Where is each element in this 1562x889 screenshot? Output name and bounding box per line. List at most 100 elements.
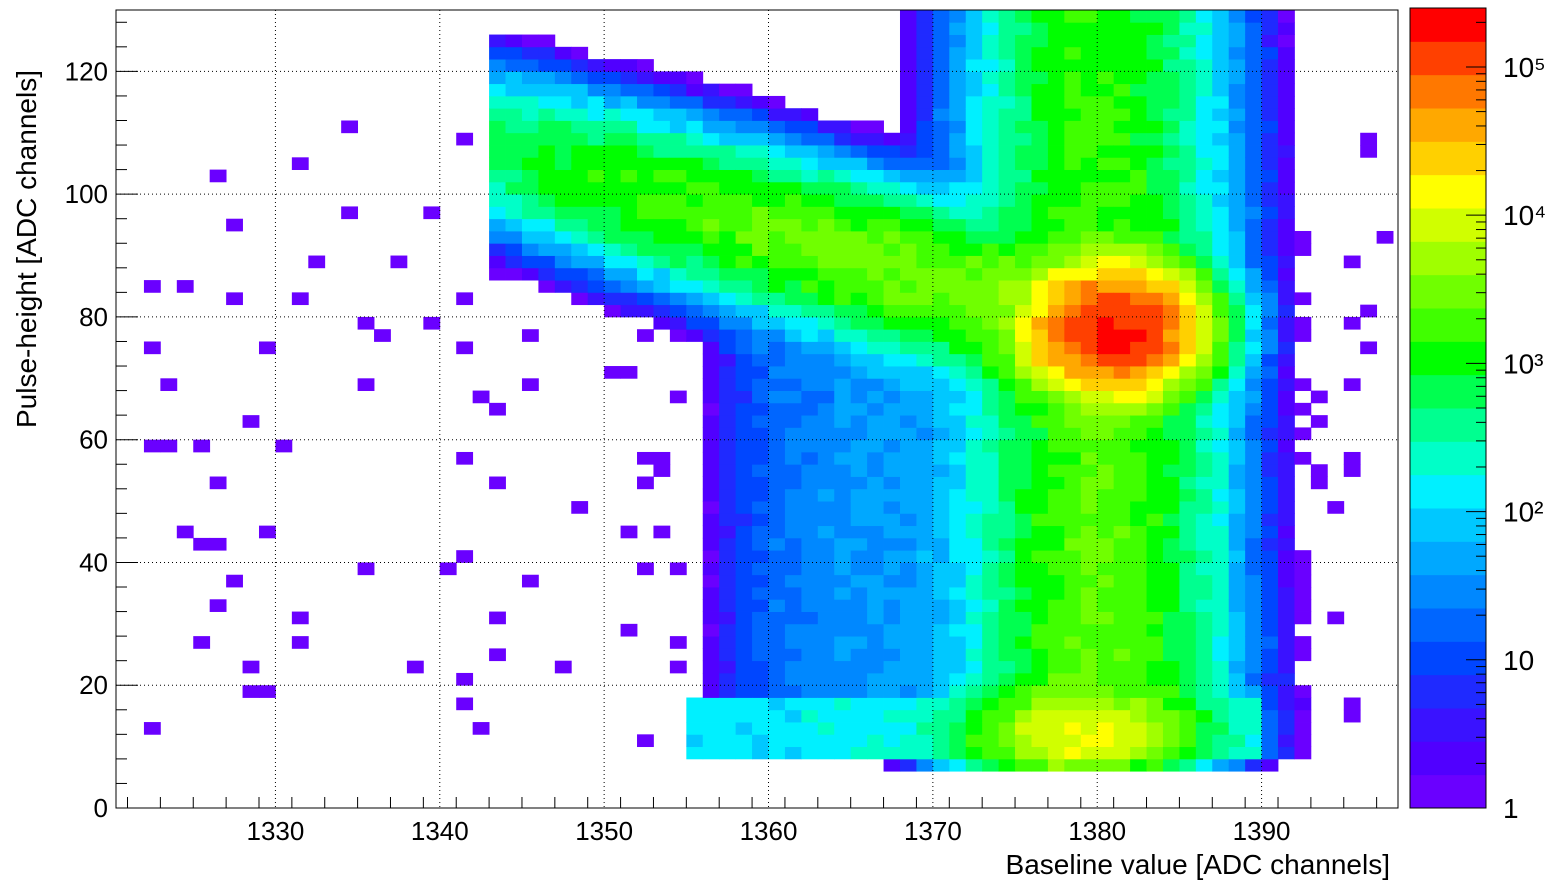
heatmap-cell (1064, 46, 1082, 60)
heatmap-cell (998, 660, 1016, 674)
heatmap-cell (1097, 415, 1115, 428)
heatmap-cell (1097, 71, 1115, 85)
heatmap-cell (801, 464, 819, 477)
heatmap-cell (702, 108, 720, 121)
heatmap-cell (702, 672, 720, 686)
heatmap-cell (1245, 304, 1262, 318)
heatmap-cell (637, 734, 654, 748)
heatmap-cell (998, 587, 1016, 600)
heatmap-cell (1228, 230, 1246, 244)
heatmap-cell (1278, 439, 1295, 453)
heatmap-cell (702, 451, 720, 465)
heatmap-cell (850, 427, 868, 441)
heatmap-cell (1015, 83, 1032, 97)
heatmap-cell (1228, 329, 1246, 342)
heatmap-cell (1360, 304, 1378, 318)
heatmap-cell (817, 562, 835, 576)
heatmap-cell (916, 34, 934, 48)
heatmap-cell (965, 71, 983, 85)
heatmap-cell (784, 366, 802, 379)
heatmap-cell (571, 230, 589, 244)
heatmap-cell (456, 672, 474, 686)
heatmap-cell (1261, 722, 1279, 735)
heatmap-cell (1261, 34, 1279, 48)
heatmap-cell (817, 599, 835, 612)
heatmap-cell (1031, 280, 1049, 293)
heatmap-cell (1047, 587, 1065, 600)
heatmap-cell (965, 476, 983, 490)
heatmap-cell (883, 206, 901, 220)
heatmap-cell (1212, 157, 1230, 170)
heatmap-cell (982, 402, 1000, 416)
heatmap-cell (505, 255, 523, 269)
heatmap-cell (1031, 267, 1049, 281)
heatmap-cell (1245, 660, 1262, 674)
heatmap-cell (932, 685, 950, 698)
heatmap-cell (620, 157, 638, 170)
heatmap-cell (784, 108, 802, 121)
heatmap-cell (1195, 95, 1213, 109)
heatmap-cell (768, 525, 786, 539)
heatmap-cell (1097, 427, 1115, 441)
heatmap-cell (735, 672, 753, 686)
heatmap-cell (932, 22, 950, 35)
heatmap-cell (1113, 525, 1131, 539)
heatmap-cell (1162, 366, 1180, 379)
heatmap-cell (949, 599, 967, 612)
heatmap-cell (1179, 476, 1197, 490)
heatmap-cell (932, 390, 950, 404)
heatmap-cell (916, 599, 934, 612)
heatmap-cell (1278, 341, 1295, 355)
heatmap-cell (899, 255, 917, 269)
heatmap-cell (850, 501, 868, 514)
heatmap-cell (982, 353, 1000, 367)
heatmap-cell (669, 169, 687, 183)
heatmap-cell (801, 451, 819, 465)
heatmap-cell (834, 525, 852, 539)
heatmap-cell (998, 488, 1016, 502)
heatmap-cell (571, 132, 589, 146)
heatmap-cell (308, 255, 326, 269)
heatmap-cell (784, 353, 802, 367)
heatmap-cell (932, 341, 950, 355)
heatmap-cell (1130, 758, 1147, 772)
heatmap-cell (834, 513, 852, 527)
heatmap-cell (850, 599, 868, 612)
heatmap-cell (1179, 59, 1197, 72)
palette-tick-label: 1 (1503, 793, 1519, 824)
heatmap-cell (456, 132, 474, 146)
heatmap-cell (752, 145, 769, 158)
heatmap-cell (1097, 108, 1115, 121)
heatmap-cell (1179, 218, 1197, 232)
palette-swatch (1410, 241, 1486, 276)
heatmap-cell (1031, 623, 1049, 637)
heatmap-cell (752, 574, 769, 588)
heatmap-cell (1179, 562, 1197, 576)
heatmap-cell (982, 476, 1000, 490)
heatmap-cell (1179, 611, 1197, 625)
heatmap-cell (719, 316, 737, 330)
heatmap-cell (850, 169, 868, 183)
heatmap-cell (850, 587, 868, 600)
heatmap-cell (571, 169, 589, 183)
heatmap-cell (702, 95, 720, 109)
heatmap-cell (1228, 427, 1246, 441)
heatmap-cell (883, 697, 901, 711)
heatmap-cell (1278, 722, 1295, 735)
heatmap-cell (669, 316, 687, 330)
heatmap-cell (702, 746, 720, 760)
heatmap-cell (1228, 525, 1246, 539)
heatmap-cell (1162, 304, 1180, 318)
heatmap-cell (982, 697, 1000, 711)
heatmap-cell (1212, 525, 1230, 539)
heatmap-cell (489, 132, 506, 146)
heatmap-cell (916, 83, 934, 97)
heatmap-cell (784, 206, 802, 220)
heatmap-cell (1162, 709, 1180, 723)
heatmap-cell (1047, 145, 1065, 158)
heatmap-cell (1146, 734, 1164, 748)
heatmap-cell (702, 145, 720, 158)
heatmap-cell (1360, 145, 1378, 158)
heatmap-cell (1278, 390, 1295, 404)
